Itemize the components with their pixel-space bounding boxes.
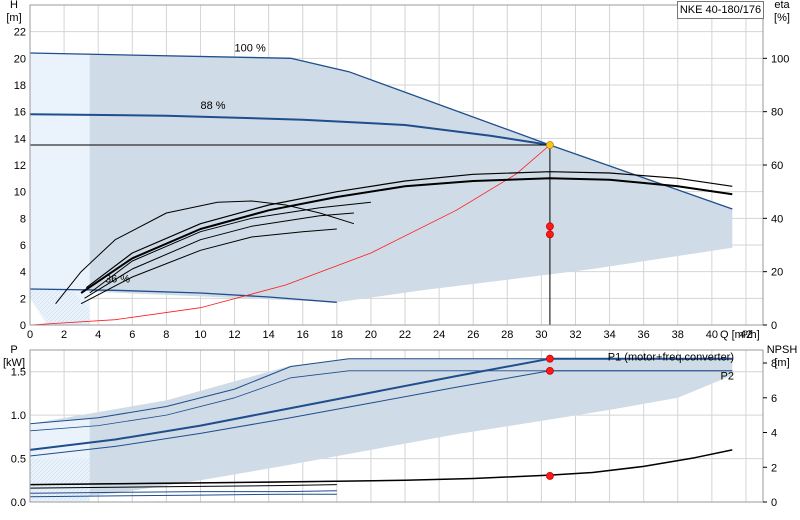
y2-tick-label: 20 [771,267,783,279]
plot-frame [29,349,764,503]
speed-label: 36 % [105,273,130,285]
operating-region [30,53,733,303]
y-tick-label: 0 [20,320,26,332]
series-eta_min [55,200,355,305]
x-axis-label: Q [m³/h] [720,329,760,341]
operating-region [30,358,733,500]
y-tick-label: 22 [14,27,26,39]
legend-label: P2 [721,371,734,383]
series-p2_op [29,370,733,457]
series-eta_100 [80,177,733,294]
x-tick-label: 4 [95,329,101,341]
y-tick-label: 1.5 [11,367,26,379]
x-tick-label: 2 [61,329,67,341]
model-label: NKE 40-180/176 [677,1,764,19]
x-tick-label: 38 [672,329,684,341]
series-eta_mid_1 [89,201,371,294]
y2-tick-label: 100 [771,53,789,65]
series-speed_88 [29,113,551,146]
x-tick-label: 22 [399,329,411,341]
speed-label: 100 % [235,43,266,55]
hatched-region [30,289,90,325]
power-plot: 0.0 0.5 1.0 1.5 0 2 4 6 8 P[kW] NPSH[m] P1 (motor+f… [3,344,797,509]
x-tick-label: 28 [501,329,513,341]
y-tick-label: 4 [20,267,26,279]
series-p1_max [29,358,733,425]
y-axis-label: P [10,344,17,356]
y2-tick-label: 2 [771,462,777,474]
y-tick-label: 10 [14,187,26,199]
x-tick-label: 14 [263,329,275,341]
y2-tick-label: 4 [771,428,777,440]
series-p_min_4 [29,493,337,498]
x-tick-label: 20 [365,329,377,341]
x-tick-label: 6 [129,329,135,341]
y-axis-unit: [kW] [3,357,25,369]
y-axis-unit: [m] [6,12,21,24]
x-tick-label: 36 [638,329,650,341]
y-tick-label: 16 [14,107,26,119]
series-max_speed [29,52,733,210]
y2-tick-label: 40 [771,213,783,225]
y2-tick-label: 8 [771,358,777,370]
series-p_min_2 [29,484,337,489]
y2-tick-label: 0 [771,497,777,509]
x-tick-label: 0 [27,329,33,341]
y2-tick-label: 6 [771,393,777,405]
y-tick-label: 1.0 [11,410,26,422]
legend-label: P1 (motor+freq.converter) [608,351,734,363]
duty-point-marker [546,354,554,363]
duty-point-marker [546,472,554,480]
low-flow-region [30,53,90,325]
duty-point-marker [546,230,554,239]
speed-label: 88 % [200,100,225,112]
y-tick-label: 6 [20,240,26,252]
x-tick-label: 8 [163,329,169,341]
y-tick-label: 14 [14,133,26,145]
y-tick-label: 12 [14,160,26,172]
y-tick-label: 8 [20,213,26,225]
x-tick-label: 10 [194,329,206,341]
y2-axis-label: NPSH [767,344,798,356]
x-tick-label: 40 [706,329,718,341]
y-tick-label: 0.0 [11,497,26,509]
x-tick-label: 26 [467,329,479,341]
series-eta_88 [85,171,733,289]
duty-point-marker [546,222,554,231]
y2-tick-label: 80 [771,107,783,119]
series-p2_max [29,370,733,432]
x-tick-label: 12 [228,329,240,341]
x-tick-label: 30 [535,329,547,341]
x-tick-label: 32 [569,329,581,341]
y2-axis-unit: [%] [774,12,790,24]
y-tick-label: 2 [20,293,26,305]
series-p1_op [29,357,733,451]
series-eta_mid_3 [80,228,337,305]
y-tick-label: 20 [14,53,26,65]
y-tick-label: 18 [14,80,26,92]
series-p_min_1 [29,480,337,486]
y2-tick-label: 0 [771,320,777,332]
x-tick-label: 42 [740,329,752,341]
y2-axis-label: eta [774,0,790,11]
x-tick-label: 16 [297,329,309,341]
duty-point-marker [546,141,554,149]
x-tick-label: 34 [603,329,615,341]
x-tick-label: 18 [331,329,343,341]
y2-tick-label: 60 [771,160,783,172]
hatched-region [30,458,90,501]
duty-point-marker [546,366,554,375]
y2-axis-unit: [m] [774,357,789,369]
y-axis-label: H [10,0,18,11]
series-p_min_3 [29,490,337,494]
head-plot: 0246810121416182022020406080100H[m]eta[%… [6,0,790,341]
x-tick-label: 24 [433,329,445,341]
y-tick-label: 0.5 [11,454,26,466]
